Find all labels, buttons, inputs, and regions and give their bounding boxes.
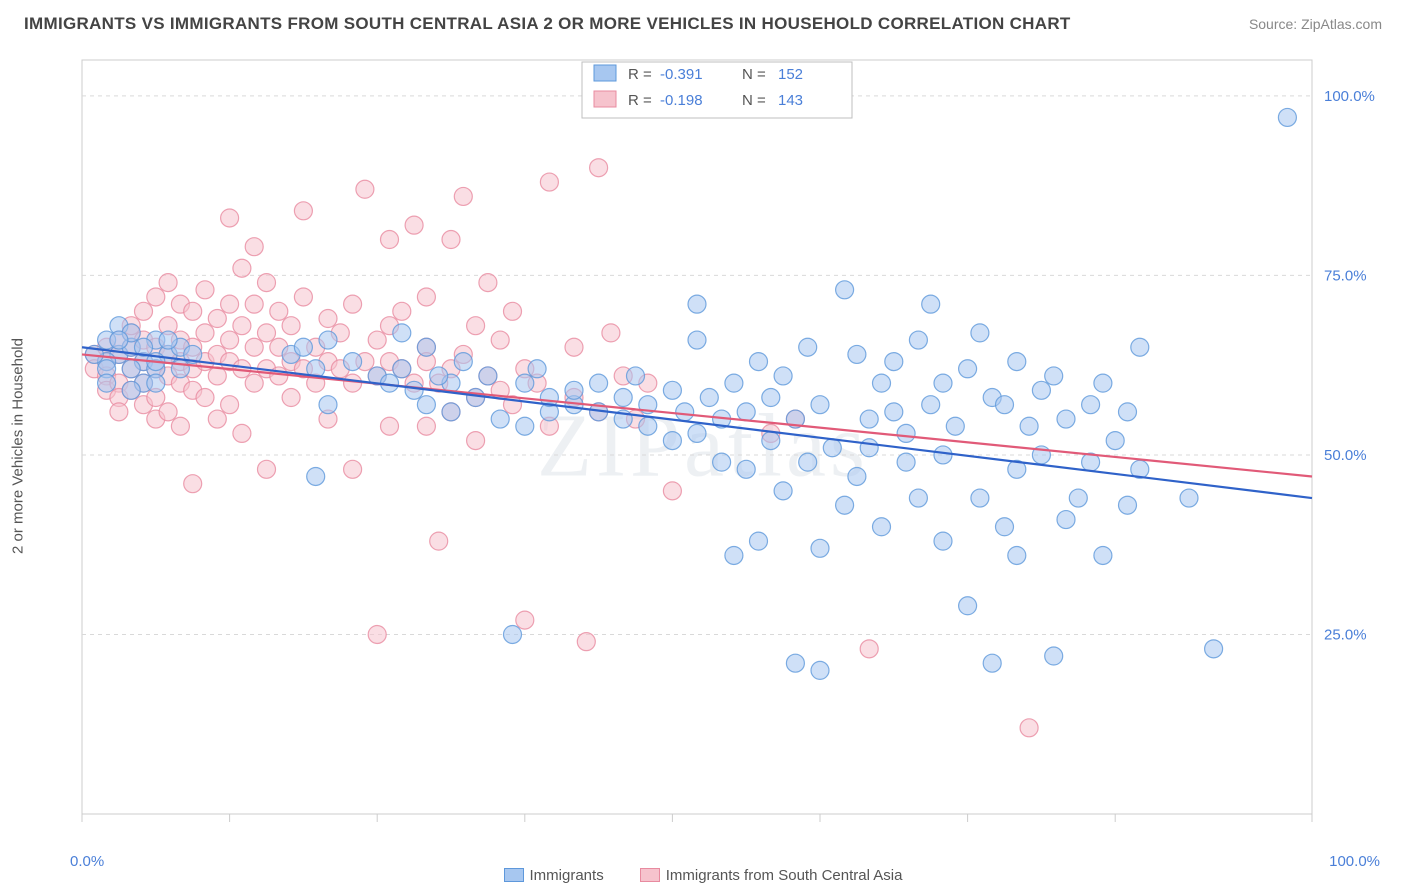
source-attribution: Source: ZipAtlas.com xyxy=(1249,16,1382,32)
scatter-plot: 25.0% 50.0% 75.0% 100.0% R = -0.391 N = 152 R =-… xyxy=(74,50,1382,842)
svg-text:-0.198: -0.198 xyxy=(660,92,703,109)
chart-title: IMMIGRANTS VS IMMIGRANTS FROM SOUTH CENT… xyxy=(24,14,1071,34)
svg-text:-0.391: -0.391 xyxy=(660,66,703,83)
svg-text:N =: N = xyxy=(742,66,766,83)
y-axis-label: 2 or more Vehicles in Household xyxy=(10,338,27,554)
chart-area: 2 or more Vehicles in Household ZIPatlas… xyxy=(24,50,1382,842)
svg-text:75.0%: 75.0% xyxy=(1324,267,1367,284)
svg-text:100.0%: 100.0% xyxy=(1324,88,1375,105)
svg-text:25.0%: 25.0% xyxy=(1324,626,1367,643)
svg-text:R =: R = xyxy=(628,92,652,109)
svg-text:R =: R = xyxy=(628,66,652,83)
legend-item: Immigrants xyxy=(504,867,604,884)
svg-text:152: 152 xyxy=(778,66,803,83)
legend-item: Immigrants from South Central Asia xyxy=(640,867,903,884)
svg-text:50.0%: 50.0% xyxy=(1324,447,1367,464)
svg-text:143: 143 xyxy=(778,92,803,109)
svg-text:N =: N = xyxy=(742,92,766,109)
bottom-legend: Immigrants Immigrants from South Central … xyxy=(0,867,1406,884)
